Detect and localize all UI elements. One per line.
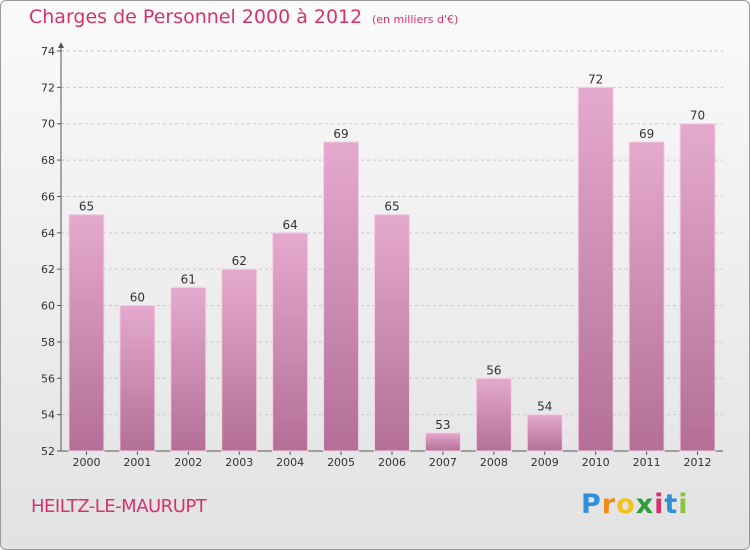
- bar-2007: [424, 432, 461, 452]
- commune-name: HEILTZ-LE-MAURUPT: [31, 496, 207, 517]
- data-label-2012: 70: [690, 109, 705, 123]
- ytick-label-66: 66: [41, 190, 55, 203]
- ytick-label-52: 52: [41, 445, 55, 458]
- xtick-label-2000: 2000: [72, 456, 100, 469]
- ytick-label-64: 64: [41, 227, 55, 240]
- bar-2009: [526, 414, 563, 452]
- bar-2010: [577, 86, 614, 452]
- ytick-label-70: 70: [41, 118, 55, 131]
- xtick-label-2002: 2002: [174, 456, 202, 469]
- xtick-label-2010: 2010: [582, 456, 610, 469]
- xtick-label-2003: 2003: [225, 456, 253, 469]
- xtick-label-2012: 2012: [684, 456, 712, 469]
- xtick-label-2008: 2008: [480, 456, 508, 469]
- data-label-2011: 69: [639, 127, 654, 141]
- chart-title: Charges de Personnel 2000 à 2012: [29, 6, 363, 28]
- data-label-2000: 65: [79, 200, 94, 214]
- xtick-label-2009: 2009: [531, 456, 559, 469]
- data-label-2009: 54: [537, 400, 552, 414]
- bars: [68, 86, 716, 452]
- data-labels: 65 60 61 62 64 69 65 53 56 54 72 69 70: [79, 72, 705, 431]
- y-axis-arrow: [58, 42, 64, 48]
- ytick-label-56: 56: [41, 372, 55, 385]
- ytick-label-58: 58: [41, 336, 55, 349]
- data-label-2004: 64: [283, 218, 298, 232]
- ytick-label-68: 68: [41, 154, 55, 167]
- data-label-2010: 72: [588, 72, 603, 86]
- data-label-2003: 62: [232, 254, 247, 268]
- bar-2004: [272, 232, 309, 452]
- ytick-label-54: 54: [41, 409, 55, 422]
- ytick-label-62: 62: [41, 263, 55, 276]
- bar-2002: [170, 286, 207, 452]
- xtick-label-2005: 2005: [327, 456, 355, 469]
- bar-2011: [628, 141, 665, 452]
- bar-2003: [221, 268, 258, 452]
- xtick-label-2004: 2004: [276, 456, 304, 469]
- bar-2005: [323, 141, 360, 452]
- ytick-label-72: 72: [41, 81, 55, 94]
- data-label-2008: 56: [486, 363, 501, 377]
- data-label-2005: 69: [333, 127, 348, 141]
- ytick-label-74: 74: [41, 45, 55, 58]
- ytick-label-60: 60: [41, 300, 55, 313]
- bar-2012: [679, 123, 716, 452]
- xtick-label-2011: 2011: [633, 456, 661, 469]
- xtick-label-2001: 2001: [123, 456, 151, 469]
- data-label-2001: 60: [130, 291, 145, 305]
- data-label-2007: 53: [435, 418, 450, 432]
- bar-2001: [119, 305, 156, 452]
- bar-2008: [475, 377, 512, 452]
- data-label-2006: 65: [384, 200, 399, 214]
- xtick-label-2007: 2007: [429, 456, 457, 469]
- bar-2006: [374, 214, 410, 452]
- bar-2000: [68, 214, 105, 452]
- chart-subtitle: (en milliers d'€): [372, 13, 459, 26]
- data-label-2002: 61: [181, 272, 196, 286]
- xtick-label-2006: 2006: [378, 456, 406, 469]
- proxiti-logo: Proxiti: [581, 489, 689, 520]
